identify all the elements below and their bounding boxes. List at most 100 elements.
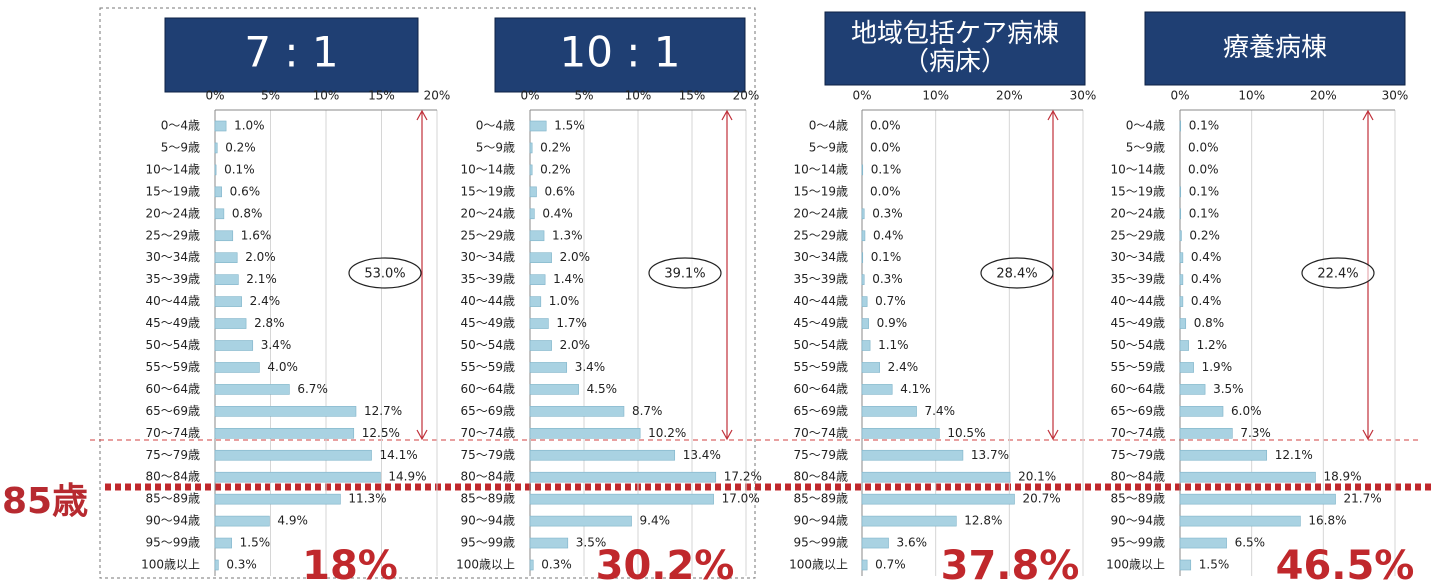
value-label: 12.7% bbox=[364, 404, 402, 418]
bar bbox=[214, 164, 217, 176]
bar bbox=[529, 274, 546, 285]
category-label: 50～54歳 bbox=[1110, 338, 1165, 352]
value-label: 13.4% bbox=[683, 448, 721, 462]
category-label: 30～34歳 bbox=[460, 250, 515, 264]
category-label: 10～14歳 bbox=[1110, 162, 1165, 176]
value-label: 13.7% bbox=[971, 448, 1009, 462]
x-tick-label: 15% bbox=[368, 89, 395, 103]
value-label: 1.3% bbox=[552, 228, 583, 242]
value-label: 20.7% bbox=[1022, 492, 1060, 506]
category-label: 80～84歳 bbox=[145, 470, 200, 484]
category-label: 95～99歳 bbox=[145, 536, 200, 550]
value-label: 10.5% bbox=[947, 426, 985, 440]
category-label: 55～59歳 bbox=[460, 360, 515, 374]
category-label: 85～89歳 bbox=[1110, 492, 1165, 506]
bar bbox=[529, 142, 533, 154]
annotation-circle bbox=[980, 257, 1054, 289]
bottom-label: 46.5% bbox=[1276, 543, 1415, 587]
category-label: 85～89歳 bbox=[793, 492, 848, 506]
annotation-circle bbox=[348, 257, 422, 289]
value-label: 0.2% bbox=[225, 140, 256, 154]
title-box bbox=[494, 17, 746, 93]
value-label: 0.9% bbox=[877, 316, 908, 330]
value-label: 0.4% bbox=[1191, 294, 1222, 308]
bar bbox=[861, 384, 893, 395]
bar bbox=[861, 427, 940, 439]
bar bbox=[214, 142, 218, 154]
x-tick-label: 20% bbox=[1310, 89, 1337, 103]
arrow-head bbox=[721, 109, 733, 441]
bar bbox=[529, 537, 569, 549]
bar bbox=[1179, 252, 1184, 263]
title-box bbox=[1144, 11, 1406, 86]
category-label: 15～19歳 bbox=[793, 184, 848, 198]
bar bbox=[214, 296, 242, 307]
bar bbox=[529, 340, 552, 351]
value-label: 0.1% bbox=[871, 250, 902, 264]
bar bbox=[529, 493, 714, 505]
chart-title: （病床） bbox=[903, 47, 1007, 77]
category-label: 60～64歳 bbox=[460, 382, 515, 396]
category-label: 60～64歳 bbox=[1110, 382, 1165, 396]
value-label: 0.7% bbox=[875, 558, 906, 572]
value-label: 0.4% bbox=[873, 228, 904, 242]
category-label: 20～24歳 bbox=[1110, 206, 1165, 220]
category-label: 30～34歳 bbox=[793, 250, 848, 264]
bar bbox=[529, 120, 547, 132]
value-label: 12.8% bbox=[964, 514, 1002, 528]
value-label: 0.3% bbox=[226, 558, 257, 572]
category-label: 10～14歳 bbox=[460, 162, 515, 176]
category-label: 25～29歳 bbox=[145, 228, 200, 242]
value-label: 0.4% bbox=[1191, 250, 1222, 264]
bar bbox=[861, 493, 1015, 505]
value-label: 0.8% bbox=[232, 206, 263, 220]
bar bbox=[1179, 384, 1206, 395]
category-label: 20～24歳 bbox=[793, 206, 848, 220]
bar bbox=[1179, 406, 1224, 417]
bar bbox=[529, 449, 676, 461]
annotation-circle bbox=[1301, 257, 1375, 289]
value-label: 10.2% bbox=[648, 426, 686, 440]
value-label: 0.0% bbox=[870, 119, 901, 133]
x-tick-label: 0% bbox=[1170, 89, 1189, 103]
category-label: 70～74歳 bbox=[145, 426, 200, 440]
category-label: 25～29歳 bbox=[793, 228, 848, 242]
category-label: 75～79歳 bbox=[460, 448, 515, 462]
category-label: 30～34歳 bbox=[1110, 250, 1165, 264]
value-label: 1.0% bbox=[549, 294, 580, 308]
bar bbox=[861, 449, 964, 461]
bar bbox=[1179, 427, 1233, 439]
value-label: 4.9% bbox=[277, 514, 308, 528]
category-label: 45～49歳 bbox=[1110, 316, 1165, 330]
category-label: 75～79歳 bbox=[145, 448, 200, 462]
bar bbox=[529, 296, 542, 307]
chart-title: 7 : 1 bbox=[244, 28, 338, 77]
bar bbox=[529, 252, 552, 263]
category-label: 35～39歳 bbox=[793, 272, 848, 286]
value-label: 0.1% bbox=[224, 162, 255, 176]
bar bbox=[529, 208, 535, 220]
bar bbox=[861, 471, 1011, 483]
category-label: 65～69歳 bbox=[793, 404, 848, 418]
bar bbox=[1179, 296, 1184, 307]
bar bbox=[214, 515, 270, 527]
value-label: 0.0% bbox=[870, 184, 901, 198]
category-label: 90～94歳 bbox=[793, 514, 848, 528]
x-tick-label: 10% bbox=[625, 89, 652, 103]
value-label: 2.0% bbox=[245, 250, 276, 264]
bar bbox=[529, 318, 549, 329]
category-label: 55～59歳 bbox=[1110, 360, 1165, 374]
x-tick-label: 10% bbox=[1238, 89, 1265, 103]
value-label: 0.0% bbox=[1188, 162, 1219, 176]
value-label: 3.5% bbox=[1213, 382, 1244, 396]
category-label: 35～39歳 bbox=[145, 272, 200, 286]
category-label: 20～24歳 bbox=[460, 206, 515, 220]
value-label: 6.0% bbox=[1231, 404, 1262, 418]
value-label: 6.7% bbox=[297, 382, 328, 396]
value-label: 0.2% bbox=[540, 162, 571, 176]
value-label: 1.1% bbox=[878, 338, 909, 352]
left-label: 85歳 bbox=[2, 481, 88, 522]
bar bbox=[861, 362, 880, 373]
bar bbox=[1179, 340, 1189, 351]
bar bbox=[529, 471, 717, 483]
